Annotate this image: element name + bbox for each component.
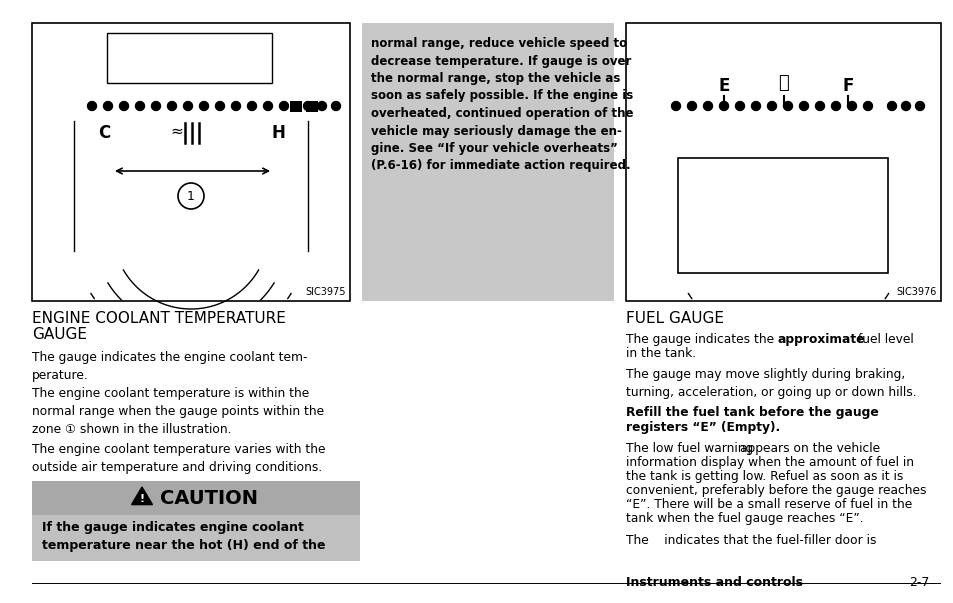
Circle shape [886,101,896,110]
Text: approximate: approximate [778,333,864,346]
Text: CAUTION: CAUTION [160,488,257,508]
Text: in the tank.: in the tank. [625,347,696,360]
Circle shape [279,101,288,110]
Circle shape [331,101,340,110]
Text: ≈: ≈ [170,124,183,139]
Text: fuel level: fuel level [853,333,913,346]
Text: vehicle may seriously damage the en-: vehicle may seriously damage the en- [371,124,621,137]
Circle shape [702,101,712,110]
Text: (P.6-16) for immediate action required.: (P.6-16) for immediate action required. [371,160,630,172]
Circle shape [831,101,840,110]
Text: The    indicates that the fuel-filler door is: The indicates that the fuel-filler door … [625,534,876,547]
Circle shape [719,101,728,110]
Circle shape [119,101,129,110]
Text: H: H [271,124,285,142]
Circle shape [103,101,112,110]
Text: 2-7: 2-7 [908,576,929,589]
Bar [361,23,614,301]
Text: The gauge indicates the: The gauge indicates the [625,333,778,346]
Text: The gauge may move slightly during braking,
turning, acceleration, or going up o: The gauge may move slightly during braki… [625,368,916,399]
Text: temperature near the hot (H) end of the: temperature near the hot (H) end of the [42,539,325,552]
Bar [32,515,359,561]
Text: “E”. There will be a small reserve of fuel in the: “E”. There will be a small reserve of fu… [625,498,911,511]
Bar [32,23,350,301]
Text: gine. See “If your vehicle overheats”: gine. See “If your vehicle overheats” [371,142,618,155]
Circle shape [671,101,679,110]
Text: Refill the fuel tank before the gauge: Refill the fuel tank before the gauge [625,406,878,419]
Circle shape [862,101,872,110]
Circle shape [247,101,256,110]
Bar [306,101,317,112]
Text: !: ! [139,494,145,504]
Text: C: C [98,124,110,142]
Circle shape [88,101,96,110]
Bar [678,158,887,273]
Text: tank when the fuel gauge reaches “E”.: tank when the fuel gauge reaches “E”. [625,512,862,525]
Circle shape [751,101,760,110]
Text: the tank is getting low. Refuel as soon as it is: the tank is getting low. Refuel as soon … [625,470,902,483]
Bar [625,23,940,301]
Circle shape [152,101,160,110]
Text: ⛽: ⛽ [778,74,788,92]
Circle shape [687,101,696,110]
Text: 1: 1 [187,189,194,203]
Circle shape [178,183,204,209]
Circle shape [782,101,792,110]
Bar [107,33,272,83]
Text: The gauge indicates the engine coolant tem-
perature.: The gauge indicates the engine coolant t… [32,351,307,382]
Text: FUEL GAUGE: FUEL GAUGE [625,311,723,326]
Circle shape [183,101,193,110]
Circle shape [799,101,807,110]
Circle shape [815,101,823,110]
Circle shape [901,101,909,110]
Text: ENGINE COOLANT TEMPERATURE: ENGINE COOLANT TEMPERATURE [32,311,286,326]
Bar [290,101,302,112]
Text: overheated, continued operation of the: overheated, continued operation of the [371,107,633,120]
Text: The engine coolant temperature is within the
normal range when the gauge points : The engine coolant temperature is within… [32,387,324,436]
Bar [32,481,359,515]
Text: Instruments and controls: Instruments and controls [625,576,802,589]
Circle shape [303,101,313,110]
Circle shape [317,101,326,110]
Circle shape [215,101,224,110]
Circle shape [263,101,273,110]
Circle shape [168,101,176,110]
Text: normal range, reduce vehicle speed to: normal range, reduce vehicle speed to [371,37,626,50]
Text: The low fuel warning: The low fuel warning [625,442,753,455]
Text: F: F [841,77,853,95]
Polygon shape [132,487,152,505]
Text: soon as safely possible. If the engine is: soon as safely possible. If the engine i… [371,89,633,103]
Circle shape [767,101,776,110]
Text: GAUGE: GAUGE [32,327,87,342]
Text: registers “E” (Empty).: registers “E” (Empty). [625,421,780,434]
Text: appears on the vehicle: appears on the vehicle [740,442,880,455]
Text: decrease temperature. If gauge is over: decrease temperature. If gauge is over [371,54,631,68]
Text: convenient, preferably before the gauge reaches: convenient, preferably before the gauge … [625,484,925,497]
Text: information display when the amount of fuel in: information display when the amount of f… [625,456,913,469]
Text: The engine coolant temperature varies with the
outside air temperature and drivi: The engine coolant temperature varies wi… [32,443,325,474]
Text: SIC3976: SIC3976 [896,287,936,297]
Circle shape [135,101,144,110]
Text: the normal range, stop the vehicle as: the normal range, stop the vehicle as [371,72,619,85]
Circle shape [915,101,923,110]
Text: If the gauge indicates engine coolant: If the gauge indicates engine coolant [42,521,304,534]
Text: E: E [718,77,729,95]
Circle shape [232,101,240,110]
Circle shape [735,101,743,110]
Circle shape [199,101,209,110]
Circle shape [846,101,856,110]
Text: SIC3975: SIC3975 [305,287,346,297]
